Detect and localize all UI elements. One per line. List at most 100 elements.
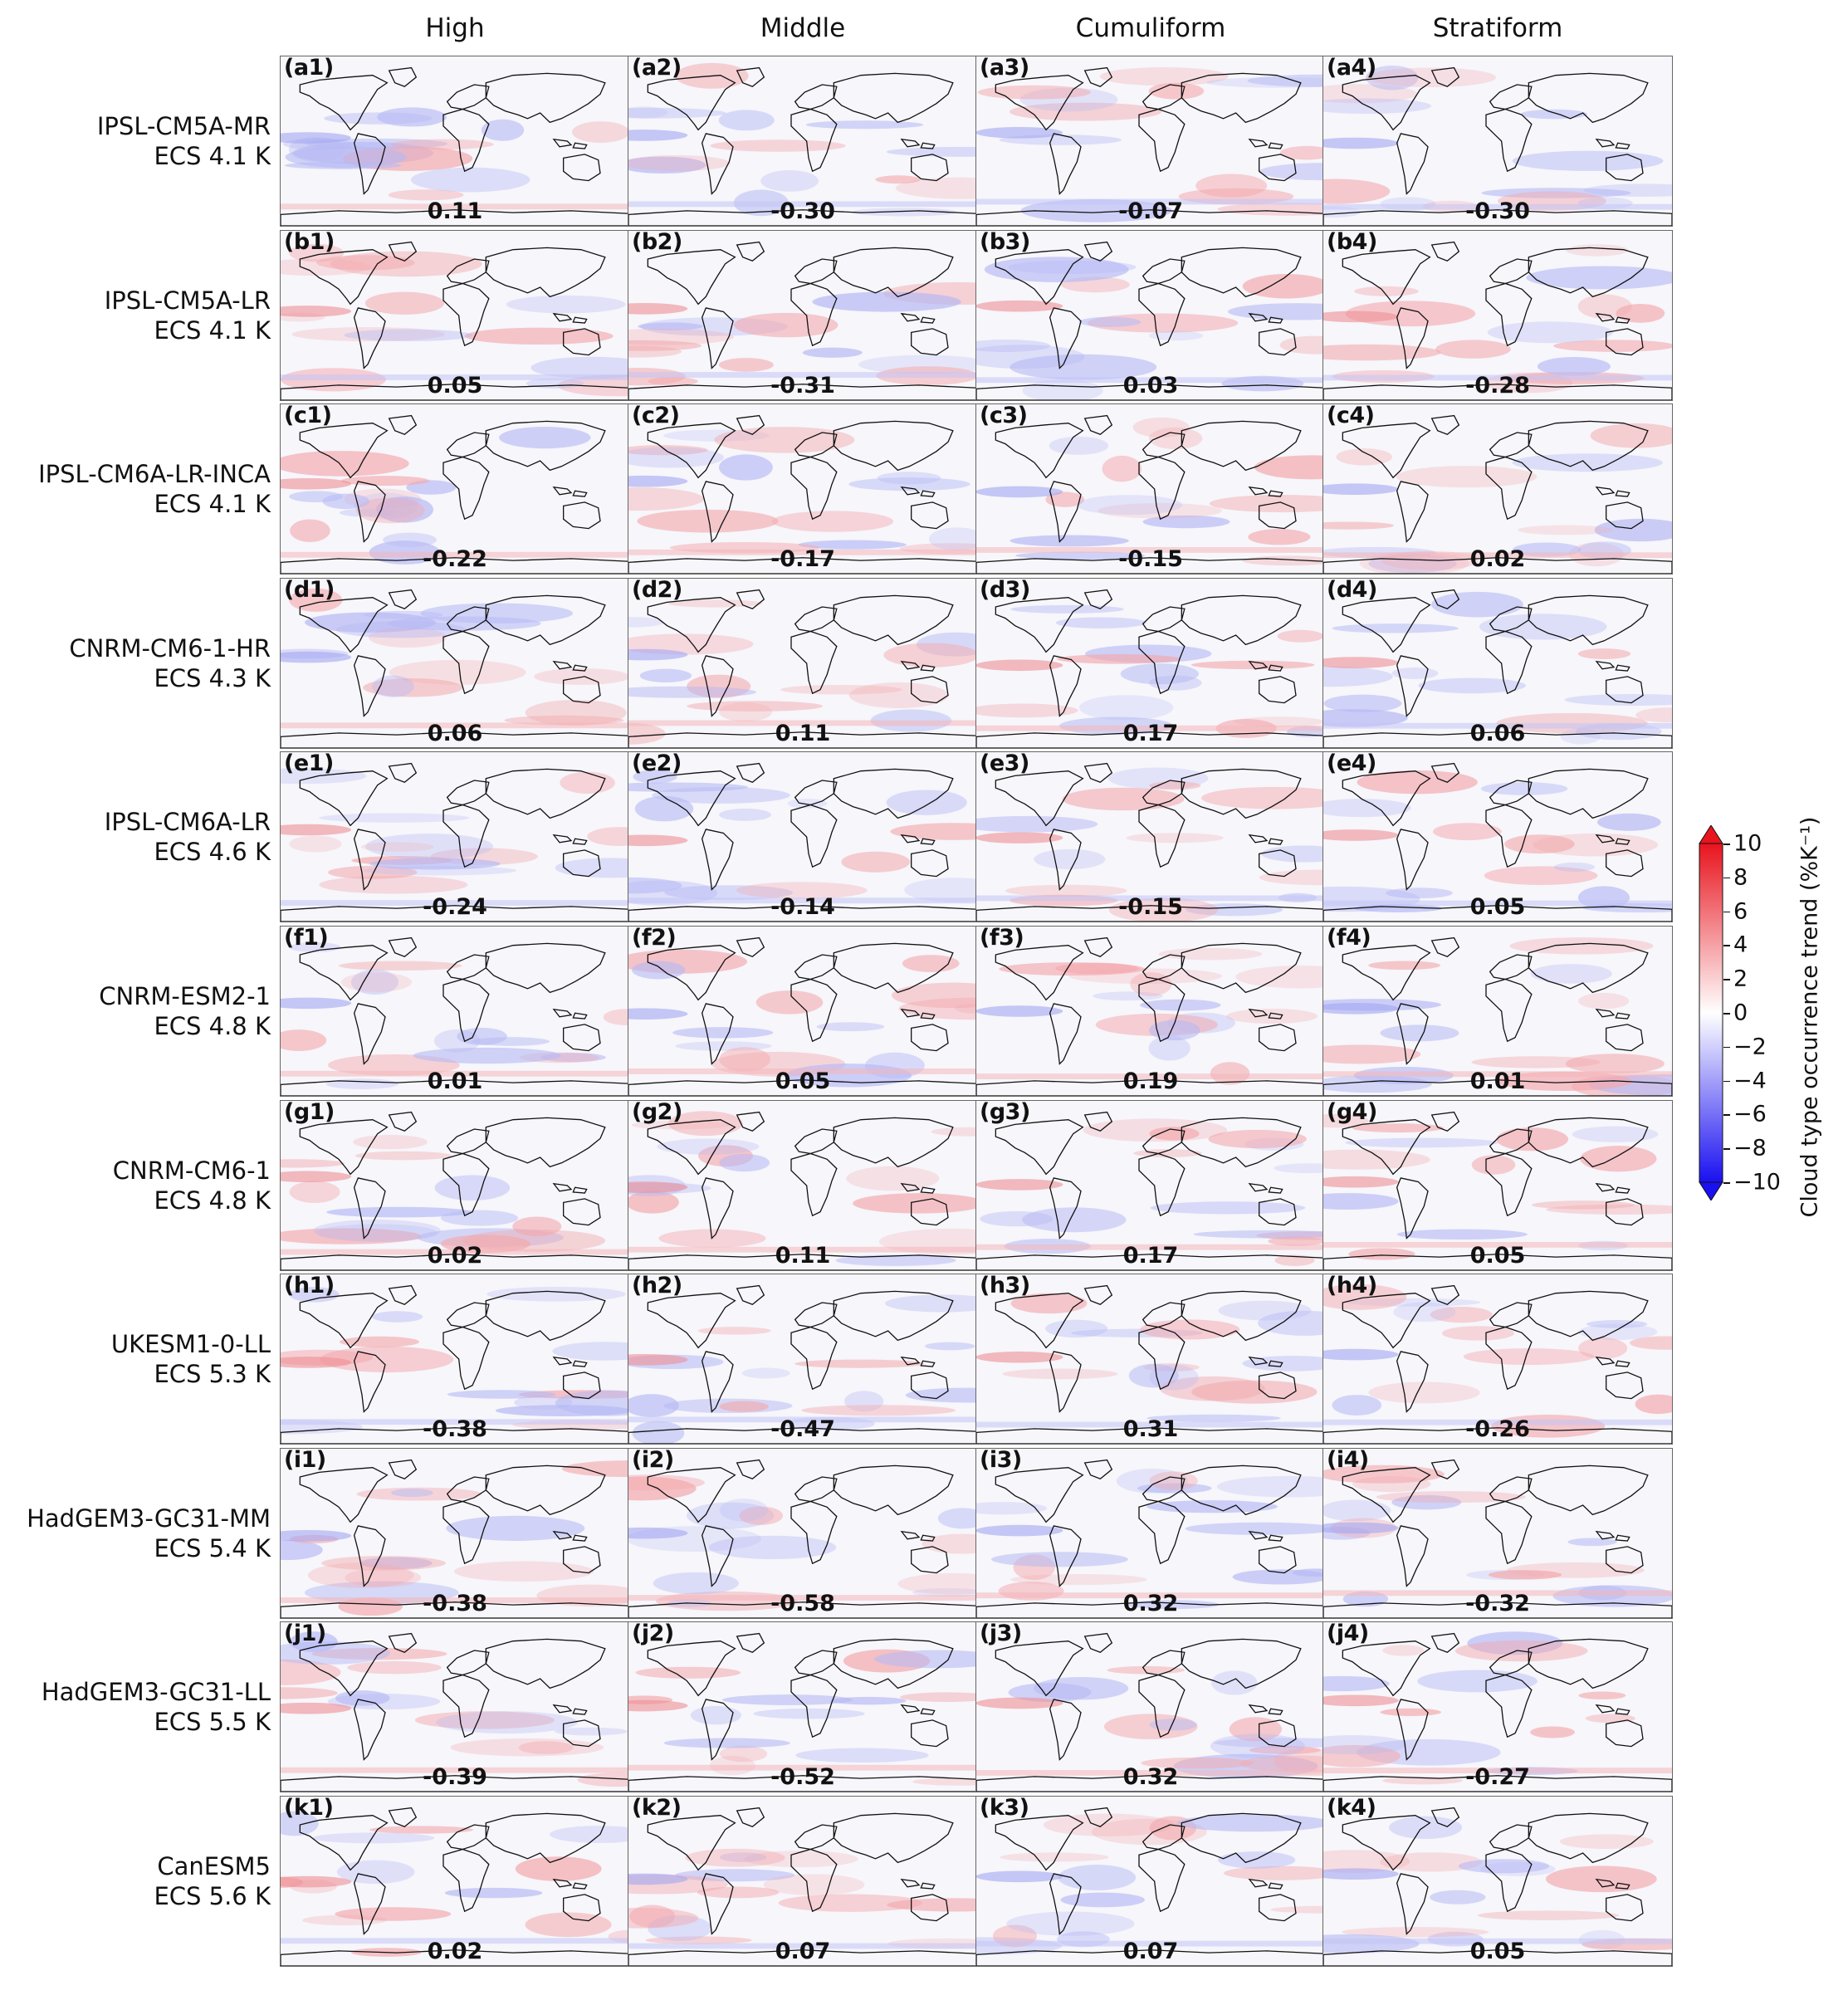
- column-header-middle: Middle: [760, 13, 846, 43]
- panel-global-mean: 0.07: [775, 1939, 831, 1964]
- world-map: [628, 231, 977, 400]
- panel-label: (d2): [632, 577, 682, 603]
- map-panel: (c3) -0.15: [975, 403, 1326, 575]
- panel-global-mean: 0.19: [1122, 1068, 1179, 1094]
- panel-global-mean: -0.22: [423, 546, 487, 573]
- panel-global-mean: -0.32: [1465, 1590, 1530, 1616]
- world-map: [976, 1622, 1325, 1792]
- world-map: [1323, 65, 1672, 226]
- world-map: [281, 404, 629, 574]
- map-panel: (j1) -0.39: [280, 1621, 630, 1793]
- world-map: [976, 1449, 1325, 1618]
- panel-global-mean: -0.31: [770, 372, 835, 399]
- panel-label: (j1): [284, 1621, 326, 1647]
- model-name: IPSL-CM6A-LR: [104, 808, 271, 837]
- panel-global-mean: 0.05: [775, 1068, 831, 1094]
- panel-label: (k2): [632, 1796, 682, 1821]
- panel-label: (a1): [284, 56, 334, 81]
- panel-global-mean: 0.11: [775, 720, 831, 746]
- panel-global-mean: -0.30: [770, 198, 835, 224]
- map-panel: (h2) -0.47: [628, 1274, 978, 1445]
- panel-label: (g2): [632, 1099, 682, 1125]
- panel-label: (a4): [1327, 56, 1376, 81]
- world-map: [976, 56, 1325, 226]
- colorbar-tick-mark: [1723, 945, 1730, 946]
- model-name: IPSL-CM5A-MR: [96, 112, 271, 140]
- panel-global-mean: 0.31: [1122, 1416, 1179, 1443]
- panel-label: (j3): [980, 1621, 1022, 1647]
- panel-label: (e2): [632, 751, 682, 777]
- panel-global-mean: -0.17: [770, 546, 835, 573]
- panel-label: (k3): [980, 1796, 1029, 1821]
- panel-label: (a3): [980, 56, 1029, 81]
- world-map: [281, 56, 629, 226]
- colorbar-tick-label: 6: [1733, 898, 1748, 925]
- row-label: UKESM1-0-LL ECS 5.3 K: [0, 1329, 271, 1389]
- map-panel: (d1) 0.06: [280, 577, 630, 749]
- ecs-value: ECS 4.1 K: [154, 490, 271, 519]
- panel-label: (c2): [632, 403, 680, 429]
- colorbar-tick-mark: [1723, 877, 1730, 879]
- panel-global-mean: 0.05: [427, 372, 483, 399]
- world-map: [976, 1101, 1325, 1270]
- panel-label: (f1): [284, 926, 329, 951]
- panel-global-mean: -0.39: [423, 1764, 487, 1791]
- model-name: CNRM-ESM2-1: [99, 982, 271, 1010]
- ecs-value: ECS 4.6 K: [154, 838, 271, 867]
- row-label: CanESM5 ECS 5.6 K: [0, 1851, 271, 1911]
- model-name: IPSL-CM5A-LR: [104, 286, 271, 315]
- ecs-value: ECS 4.1 K: [154, 315, 271, 345]
- map-panel: (a2) -0.30: [628, 56, 978, 227]
- world-map: [281, 1274, 629, 1444]
- map-panel: (g4) 0.05: [1322, 1099, 1673, 1271]
- panel-global-mean: 0.05: [1469, 1242, 1526, 1269]
- panel-global-mean: -0.58: [770, 1590, 835, 1616]
- ecs-value: ECS 5.5 K: [154, 1708, 271, 1737]
- map-panel: (h4) -0.26: [1322, 1274, 1673, 1445]
- column-header-cumuliform: Cumuliform: [1075, 13, 1226, 43]
- world-map: [628, 579, 977, 748]
- panel-label: (f4): [1327, 926, 1371, 951]
- model-name: CNRM-CM6-1-HR: [69, 633, 271, 663]
- map-panel: (g2) 0.11: [628, 1099, 978, 1271]
- colorbar-tick-label: 8: [1733, 864, 1748, 891]
- world-map: [628, 404, 977, 574]
- panel-global-mean: -0.38: [423, 1416, 487, 1443]
- panel-label: (b3): [980, 229, 1030, 255]
- world-map: [1323, 1797, 1672, 1966]
- colorbar-tick-mark: [1723, 843, 1730, 845]
- colorbar-tick-mark: [1723, 1080, 1730, 1083]
- row-label: IPSL-CM5A-MR ECS 4.1 K: [0, 111, 271, 171]
- model-name: CNRM-CM6-1: [112, 1156, 271, 1185]
- world-map: [281, 231, 629, 400]
- panel-label: (a2): [632, 56, 682, 81]
- panel-global-mean: 0.07: [1122, 1939, 1179, 1964]
- colorbar-tick-mark: [1723, 1046, 1730, 1049]
- map-panel: (e1) -0.24: [280, 751, 630, 923]
- colorbar-tick-label: 4: [1733, 931, 1748, 958]
- panel-label: (i3): [980, 1447, 1022, 1473]
- colorbar-gradient: [1699, 843, 1723, 1183]
- world-map: [281, 927, 629, 1096]
- panel-global-mean: -0.47: [770, 1416, 835, 1443]
- panel-label: (b2): [632, 229, 682, 255]
- panel-label: (g3): [980, 1099, 1030, 1125]
- panel-global-mean: -0.07: [1118, 198, 1183, 224]
- world-map: [281, 588, 629, 748]
- model-name: IPSL-CM6A-LR-INCA: [38, 460, 271, 489]
- colorbar-tick-mark: [1723, 1114, 1730, 1116]
- panel-global-mean: 0.02: [1469, 546, 1526, 573]
- panel-label: (e4): [1327, 751, 1376, 777]
- colorbar-tick-label: 10: [1733, 830, 1762, 857]
- map-panel: (i2) -0.58: [628, 1447, 978, 1619]
- model-name: CanESM5: [157, 1852, 271, 1880]
- colorbar-tick-label: −8: [1733, 1135, 1767, 1161]
- panel-label: (i2): [632, 1447, 674, 1473]
- colorbar-tick-label: −4: [1733, 1068, 1767, 1094]
- panel-global-mean: -0.52: [770, 1764, 835, 1791]
- panel-global-mean: 0.05: [1469, 894, 1526, 921]
- map-panel: (j2) -0.52: [628, 1621, 978, 1793]
- model-name: HadGEM3-GC31-MM: [27, 1504, 271, 1533]
- world-map: [281, 1631, 629, 1792]
- map-panel: (c4) 0.02: [1322, 403, 1673, 575]
